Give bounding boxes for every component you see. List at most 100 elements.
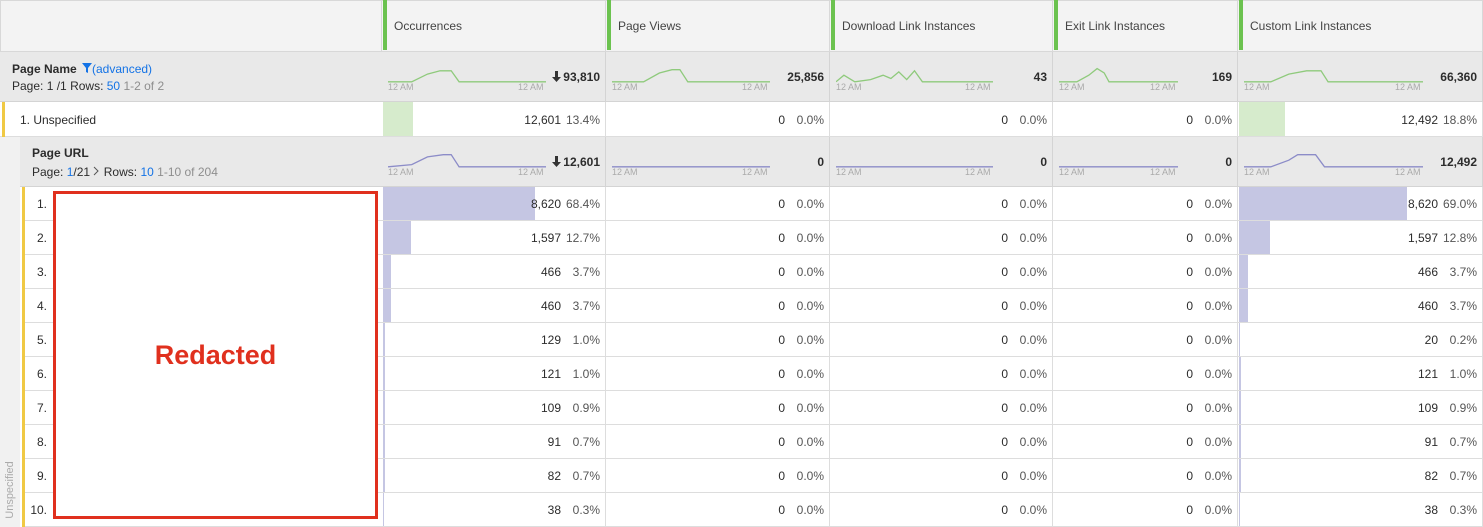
sparkline-path <box>612 69 770 83</box>
dimension-name[interactable]: Page Name <box>12 62 77 76</box>
dimension-header <box>0 52 382 102</box>
cell-value: 121 <box>1417 367 1438 381</box>
total-cell <box>830 137 1053 187</box>
breakdown-marker <box>22 187 25 527</box>
cell-percent: 0.0% <box>1204 231 1232 245</box>
rows-count[interactable]: 10 <box>140 165 154 179</box>
row-marker <box>2 102 5 137</box>
cell-value: 466 <box>1417 265 1438 279</box>
data-cell <box>1053 289 1238 323</box>
column-accent <box>383 0 387 50</box>
page-current[interactable]: 1 <box>66 165 74 179</box>
column-title[interactable]: Page Views <box>618 19 682 33</box>
sparkline <box>388 154 546 168</box>
row-index: 1. <box>36 197 47 211</box>
breakdown-dimension[interactable]: Page URL <box>32 146 89 160</box>
sparkline-path <box>1244 154 1423 168</box>
row-index: 6. <box>36 367 47 381</box>
row-index: 2. <box>36 231 47 245</box>
percent-bar <box>383 323 386 356</box>
cell-percent: 0.0% <box>1019 469 1047 483</box>
cell-value: 0 <box>1001 231 1008 245</box>
sort-arrow[interactable] <box>552 71 561 82</box>
column-title[interactable]: Exit Link Instances <box>1065 19 1166 33</box>
row-label[interactable]: 1. Unspecified <box>20 113 97 127</box>
cell-percent: 0.0% <box>796 503 824 517</box>
cell-value: 0 <box>778 265 785 279</box>
row-index: 7. <box>36 401 47 415</box>
percent-bar <box>383 255 392 288</box>
percent-bar <box>383 493 384 526</box>
cell-percent: 0.0% <box>1019 503 1047 517</box>
cell-percent: 18.8% <box>1442 112 1477 127</box>
data-cell <box>606 221 830 255</box>
cell-value: 0 <box>1186 299 1193 313</box>
cell-percent: 0.7% <box>572 435 600 449</box>
column-accent <box>1054 0 1058 50</box>
cell-percent: 0.0% <box>1019 367 1047 381</box>
total-cell <box>1053 137 1238 187</box>
cell-percent: 1.0% <box>1449 367 1477 381</box>
cell-value: 0 <box>1001 197 1008 211</box>
total-cell <box>382 137 606 187</box>
column-accent <box>1239 0 1243 50</box>
cell-percent: 0.0% <box>1019 435 1047 449</box>
cell-percent: 0.0% <box>1204 469 1232 483</box>
cell-value: 109 <box>540 401 561 415</box>
page-total: /21 <box>73 165 91 179</box>
data-cell <box>1053 255 1238 289</box>
cell-value: 38 <box>547 503 561 517</box>
filter-icon[interactable] <box>82 62 92 74</box>
column-title[interactable]: Download Link Instances <box>842 19 976 33</box>
data-cell <box>382 425 606 459</box>
cell-value: 0 <box>1001 435 1008 449</box>
sparkline-path <box>1244 70 1423 83</box>
sparkline <box>836 166 993 168</box>
page[interactable]: 1 /1 <box>46 79 67 93</box>
sort-arrow-shape <box>552 71 561 82</box>
data-cell <box>606 357 830 391</box>
row-index: 8. <box>36 435 47 449</box>
cell-value: 0 <box>1186 435 1193 449</box>
next-page[interactable] <box>93 166 100 176</box>
cell-value: 38 <box>1424 503 1438 517</box>
total-cell <box>606 52 830 102</box>
data-cell <box>1053 323 1238 357</box>
data-cell <box>606 289 830 323</box>
axis-start: 12 AM <box>1244 82 1270 92</box>
cell-value: 0 <box>778 197 785 211</box>
percent-bar <box>383 221 412 254</box>
axis-start: 12 AM <box>388 167 414 177</box>
cell-percent: 3.7% <box>572 299 600 313</box>
cell-value: 0 <box>1186 503 1193 517</box>
breakdown-header <box>20 137 382 187</box>
data-cell <box>1053 391 1238 425</box>
rows-label: Rows: <box>70 79 104 93</box>
axis-end: 12 AM <box>1150 82 1176 92</box>
sparkline <box>1244 154 1423 168</box>
data-cell <box>382 102 606 137</box>
cell-percent: 0.7% <box>572 469 600 483</box>
sort-arrow[interactable] <box>552 156 561 167</box>
cell-value: 460 <box>1417 299 1438 313</box>
cell-percent: 0.0% <box>796 469 824 483</box>
cell-percent: 0.0% <box>1204 299 1232 313</box>
column-title[interactable]: Occurrences <box>394 19 463 33</box>
percent-bar <box>383 357 386 390</box>
column-accent <box>607 0 611 50</box>
total-value: 169 <box>1211 70 1232 84</box>
axis-end: 12 AM <box>1395 167 1421 177</box>
cell-value: 0 <box>778 112 785 127</box>
total-value: 66,360 <box>1440 70 1477 84</box>
cell-percent: 0.9% <box>572 401 600 415</box>
axis-start: 12 AM <box>1059 167 1085 177</box>
rows-count[interactable]: 50 <box>106 79 121 93</box>
cell-percent: 0.0% <box>796 299 824 313</box>
column-header <box>830 0 1053 52</box>
percent-bar <box>1239 357 1242 390</box>
filter-link[interactable]: (advanced) <box>92 62 153 76</box>
cell-value: 466 <box>540 265 561 279</box>
page-label: Page: <box>12 79 44 93</box>
cell-value: 1,597 <box>530 231 561 245</box>
column-title[interactable]: Custom Link Instances <box>1250 19 1372 33</box>
